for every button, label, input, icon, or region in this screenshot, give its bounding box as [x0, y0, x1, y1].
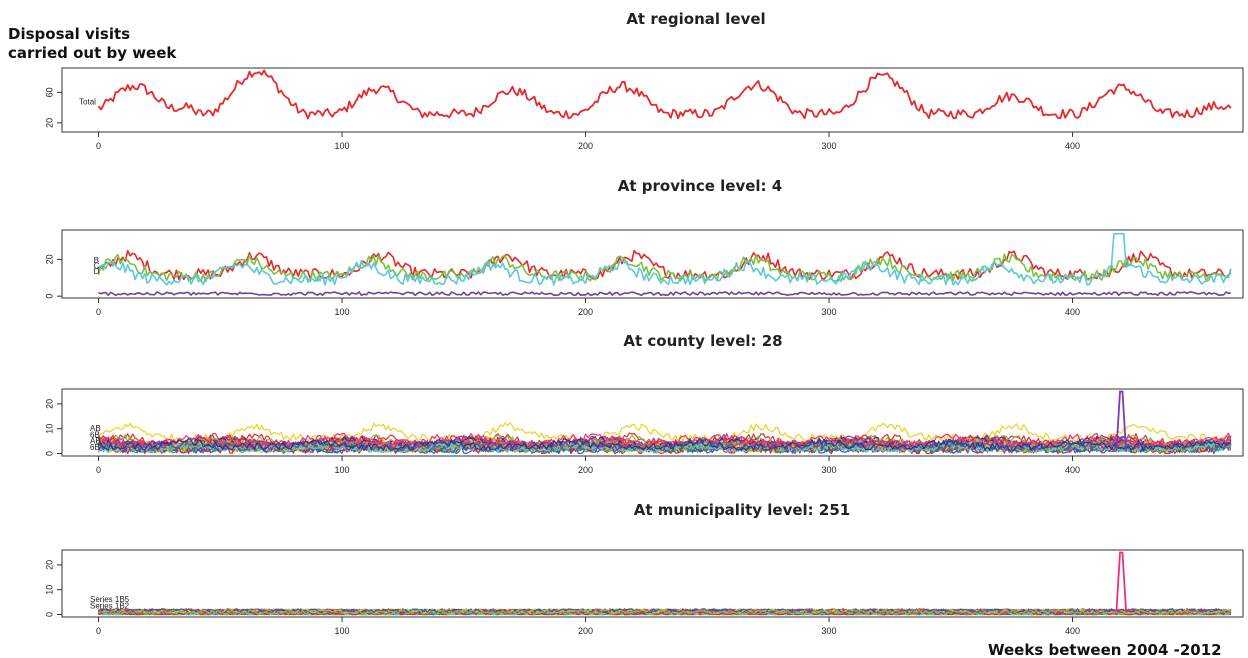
x-tick-label: 100 — [335, 465, 350, 475]
series-group — [97, 551, 1232, 616]
x-tick-label: 100 — [335, 141, 350, 151]
series-line-total — [97, 69, 1232, 120]
y-tick-label: 20 — [44, 254, 54, 264]
x-tick-label: 400 — [1065, 626, 1080, 636]
x-tick-label: 0 — [96, 307, 101, 317]
panel-title-municipality: At municipality level: 251 — [634, 501, 850, 519]
series-line-C — [97, 253, 1232, 283]
plot-frame — [61, 229, 1244, 299]
series-line — [98, 609, 1232, 615]
x-tick-label: 300 — [822, 465, 837, 475]
panel-province: At province level: 4 0 100 200 300 400 0 20 BCD — [44, 177, 1244, 317]
y-tick-label: 0 — [44, 451, 54, 456]
series-label: B — [94, 256, 99, 265]
series-label: AB — [90, 424, 101, 433]
y-axis-caption-line1: Disposal visits — [8, 25, 130, 43]
series-label: 6B — [90, 430, 100, 439]
x-tick-label: 0 — [96, 141, 101, 151]
x-tick-label: 0 — [96, 626, 101, 636]
series-line-D — [98, 232, 1232, 286]
panel-title-regional: At regional level — [626, 10, 765, 28]
x-axis-caption: Weeks between 2004 -2012 — [988, 641, 1222, 658]
y-tick-label: 0 — [44, 612, 54, 617]
series-label: 6B — [90, 443, 100, 452]
series-label-total: Total — [79, 98, 96, 107]
panel-title-province: At province level: 4 — [618, 177, 782, 195]
y-tick-label: 0 — [44, 294, 54, 299]
series-label: D — [94, 267, 100, 276]
x-tick-label: 300 — [822, 626, 837, 636]
series-group — [97, 232, 1232, 297]
series-line — [98, 422, 1232, 443]
series-label: Series 1B5 — [90, 595, 130, 604]
spike-line — [1115, 551, 1128, 613]
panel-regional: At regional level 0 100 200 300 400 20 60 Total — [44, 10, 1244, 151]
x-tick-label: 0 — [96, 465, 101, 475]
series-line-B — [98, 249, 1232, 281]
y-tick-label: 20 — [44, 399, 54, 409]
y-tick-label: 10 — [44, 585, 54, 595]
series-group — [97, 390, 1232, 455]
series-line — [98, 433, 1232, 449]
y-tick-label: 20 — [44, 118, 54, 128]
panel-county: At county level: 28 0 100 200 300 400 0 10 20 AB… — [44, 332, 1244, 475]
series-label: C — [94, 262, 100, 271]
plot-frame — [61, 549, 1244, 618]
x-tick-label: 400 — [1065, 465, 1080, 475]
series-group — [97, 69, 1232, 120]
x-tick-label: 200 — [578, 626, 593, 636]
y-tick-label: 60 — [44, 87, 54, 97]
y-axis-caption-line2: carried out by week — [8, 44, 177, 62]
series-line-minor — [98, 291, 1231, 297]
y-tick-label: 20 — [44, 560, 54, 570]
plot-frame — [61, 67, 1244, 133]
y-tick-label: 10 — [44, 424, 54, 434]
series-label: Series 1B2 — [90, 601, 130, 610]
x-tick-label: 100 — [335, 626, 350, 636]
x-tick-label: 200 — [578, 307, 593, 317]
x-tick-label: 400 — [1065, 141, 1080, 151]
x-tick-label: 200 — [578, 141, 593, 151]
x-tick-label: 100 — [335, 307, 350, 317]
x-tick-label: 300 — [822, 141, 837, 151]
x-tick-label: 400 — [1065, 307, 1080, 317]
series-line — [98, 437, 1232, 451]
x-tick-label: 300 — [822, 307, 837, 317]
series-label: AB — [90, 437, 101, 446]
panel-municipality: At municipality level: 251 0 100 200 300 400… — [44, 501, 1244, 636]
x-tick-label: 200 — [578, 465, 593, 475]
panel-title-county: At county level: 28 — [623, 332, 782, 350]
spike-line — [1115, 390, 1128, 452]
plot-frame — [61, 388, 1244, 457]
